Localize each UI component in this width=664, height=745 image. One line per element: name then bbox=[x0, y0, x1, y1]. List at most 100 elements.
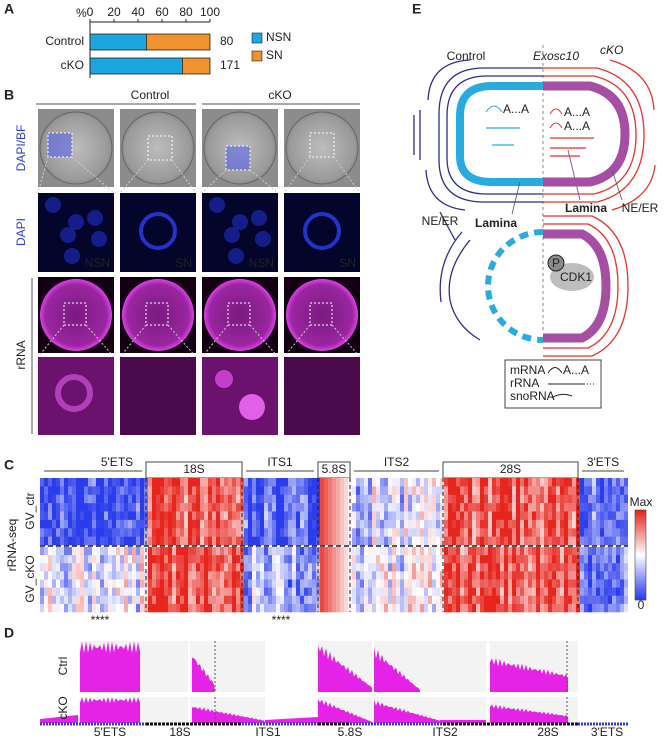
heatmap-cell bbox=[224, 547, 228, 556]
heatmap-cell bbox=[168, 555, 172, 564]
heatmap-cell bbox=[128, 536, 132, 546]
heatmap-cell bbox=[256, 478, 260, 487]
heatmap-cell bbox=[84, 587, 88, 597]
heatmap-cell bbox=[376, 555, 380, 564]
heatmap-cell bbox=[420, 579, 424, 588]
oocyte-rrna bbox=[40, 279, 112, 351]
heatmap-cell bbox=[420, 494, 424, 504]
heatmap-cell bbox=[328, 503, 332, 512]
heatmap-cell bbox=[332, 571, 336, 580]
heatmap-cell bbox=[476, 494, 480, 504]
heatmap-cell bbox=[280, 478, 284, 487]
heatmap-cell bbox=[308, 528, 312, 537]
heatmap-cell bbox=[532, 595, 536, 605]
heatmap-cell bbox=[440, 603, 444, 613]
heatmap-cell bbox=[152, 478, 156, 487]
heatmap-cell bbox=[304, 478, 308, 487]
heatmap-cell bbox=[580, 503, 584, 512]
region-label: 5.8S bbox=[338, 725, 363, 739]
heatmap-cell bbox=[616, 603, 620, 613]
heatmap-cell bbox=[468, 536, 472, 546]
heatmap-cell bbox=[180, 511, 184, 521]
heatmap-cell bbox=[84, 519, 88, 529]
heatmap-cell bbox=[368, 571, 372, 580]
heatmap-cell bbox=[160, 536, 164, 546]
heatmap-cell bbox=[180, 486, 184, 496]
heatmap-cell bbox=[412, 603, 416, 613]
heatmap-cell bbox=[116, 486, 120, 496]
heatmap-cell bbox=[108, 555, 112, 564]
heatmap-cell bbox=[276, 595, 280, 605]
heatmap-cell bbox=[48, 528, 52, 537]
heatmap-cell bbox=[236, 519, 240, 529]
heatmap-cell bbox=[612, 519, 616, 529]
heatmap-cell bbox=[520, 511, 524, 521]
heatmap-cell bbox=[368, 536, 372, 546]
heatmap-cell bbox=[152, 547, 156, 556]
heatmap-cell bbox=[96, 579, 100, 588]
heatmap-cell bbox=[276, 519, 280, 529]
heatmap-cell bbox=[456, 579, 460, 588]
heatmap-cell bbox=[200, 555, 204, 564]
heatmap-cell bbox=[496, 519, 500, 529]
heatmap-cell bbox=[492, 547, 496, 556]
heatmap-cell bbox=[616, 579, 620, 588]
heatmap-cell bbox=[196, 563, 200, 572]
ne-er bbox=[446, 75, 543, 195]
bar bbox=[145, 33, 211, 51]
heatmap-cell bbox=[588, 503, 592, 512]
heatmap-cell bbox=[552, 563, 556, 572]
heatmap-cell bbox=[456, 486, 460, 496]
heatmap-cell bbox=[436, 555, 440, 564]
heatmap-cell bbox=[596, 563, 600, 572]
heatmap-cell bbox=[56, 571, 60, 580]
heatmap-cell bbox=[156, 563, 160, 572]
heatmap-cell bbox=[392, 503, 396, 512]
heatmap-cell bbox=[204, 547, 208, 556]
heatmap-cell bbox=[440, 579, 444, 588]
heatmap-cell bbox=[540, 555, 544, 564]
heatmap-cell bbox=[172, 511, 176, 521]
heatmap-cell bbox=[168, 587, 172, 597]
heatmap-cell bbox=[496, 536, 500, 546]
heatmap-cell bbox=[368, 478, 372, 487]
heatmap-cell bbox=[220, 595, 224, 605]
heatmap-cell bbox=[416, 519, 420, 529]
coverage bbox=[318, 699, 372, 723]
heatmap-cell bbox=[568, 595, 572, 605]
heatmap-cell bbox=[248, 603, 252, 613]
heatmap-cell bbox=[384, 563, 388, 572]
x-tick-label: 0 bbox=[87, 5, 94, 19]
heatmap-cell bbox=[604, 536, 608, 546]
heatmap-cell bbox=[580, 511, 584, 521]
heatmap-cell bbox=[488, 511, 492, 521]
heatmap-cell bbox=[124, 511, 128, 521]
heatmap-cell bbox=[424, 536, 428, 546]
heatmap-cell bbox=[484, 555, 488, 564]
heatmap-cell bbox=[152, 579, 156, 588]
heatmap-cell bbox=[452, 528, 456, 537]
heatmap-cell bbox=[336, 579, 340, 588]
heatmap-cell bbox=[384, 587, 388, 597]
heatmap-cell bbox=[340, 547, 344, 556]
heatmap-cell bbox=[364, 478, 368, 487]
heatmap-cell bbox=[536, 571, 540, 580]
heatmap-cell bbox=[128, 478, 132, 487]
heatmap-cell bbox=[248, 511, 252, 521]
heatmap-cell bbox=[324, 571, 328, 580]
heatmap-cell bbox=[564, 478, 568, 487]
heatmap-cell bbox=[300, 519, 304, 529]
heatmap-cell bbox=[600, 486, 604, 496]
heatmap-cell bbox=[292, 519, 296, 529]
heatmap-cell bbox=[324, 595, 328, 605]
heatmap-cell bbox=[604, 587, 608, 597]
heatmap-cell bbox=[140, 519, 144, 529]
heatmap-cell bbox=[176, 494, 180, 504]
heatmap-cell bbox=[132, 503, 136, 512]
heatmap-cell bbox=[584, 494, 588, 504]
heatmap-cell bbox=[152, 503, 156, 512]
heatmap-cell bbox=[72, 547, 76, 556]
heatmap-cell bbox=[420, 486, 424, 496]
heatmap-cell bbox=[156, 519, 160, 529]
heatmap-cell bbox=[408, 547, 412, 556]
